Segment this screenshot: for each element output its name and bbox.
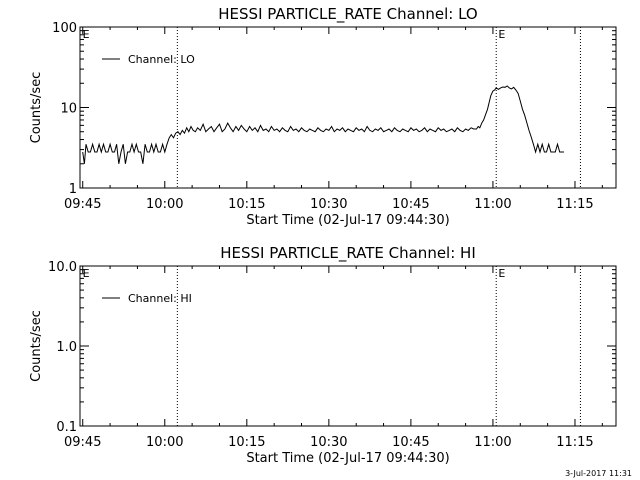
panel-2-legend-label: Channel: HI [128,292,192,305]
panel-1-xtick-label: 10:45 [392,197,429,212]
plot-timestamp: 3-Jul-2017 11:31 [565,469,632,478]
panel-2-xtick-label: 11:00 [474,435,511,450]
panel-2-ytick-label: 1.0 [56,340,77,355]
panel-2-ytick-label: 0.1 [56,420,77,435]
panel-1-legend-label: Channel: LO [128,53,195,66]
panel-1-xlabel: Start Time (02-Jul-17 09:44:30) [246,213,449,228]
panel-1-ytick-label: 1 [69,182,77,197]
panel-2-xtick-label: 10:00 [146,435,183,450]
panel-1-ytick-label: 10 [60,102,77,117]
panel-2-xtick-label: 10:15 [228,435,265,450]
panel-1-xtick-label: 10:30 [310,197,347,212]
panel-2-xlabel: Start Time (02-Jul-17 09:44:30) [246,451,449,466]
panel-2-frame [79,265,617,427]
panel-2-xtick-label: 11:15 [556,435,593,450]
panel-2-marker-label: E [83,267,90,280]
panel-1-series-line [82,85,564,164]
panel-2-xtick-label: 10:45 [392,435,429,450]
panel-2-marker-label: E [498,267,505,280]
panel-1-frame [79,26,617,189]
panel-2-xtick-label: 10:30 [310,435,347,450]
panel-1-xtick-label: 10:00 [146,197,183,212]
panel-1-marker-label: E [83,28,90,41]
panel-1-xtick-label: 11:00 [474,197,511,212]
panel-2-ylabel: Counts/sec [29,310,44,382]
panel-2-ytick-label: 10.0 [48,260,77,275]
panel-1-ylabel: Counts/sec [29,72,44,144]
panel-2-title: HESSI PARTICLE_RATE Channel: HI [220,244,476,263]
panel-1-xtick-label: 11:15 [556,197,593,212]
panel-1-xtick-label: 09:45 [64,197,101,212]
panel-1-title: HESSI PARTICLE_RATE Channel: LO [218,5,477,24]
panel-1-marker-label: E [498,28,505,41]
panel-1-ytick-label: 100 [52,21,77,36]
panel-1-xtick-label: 10:15 [228,197,265,212]
panel-2-xtick-label: 09:45 [64,435,101,450]
